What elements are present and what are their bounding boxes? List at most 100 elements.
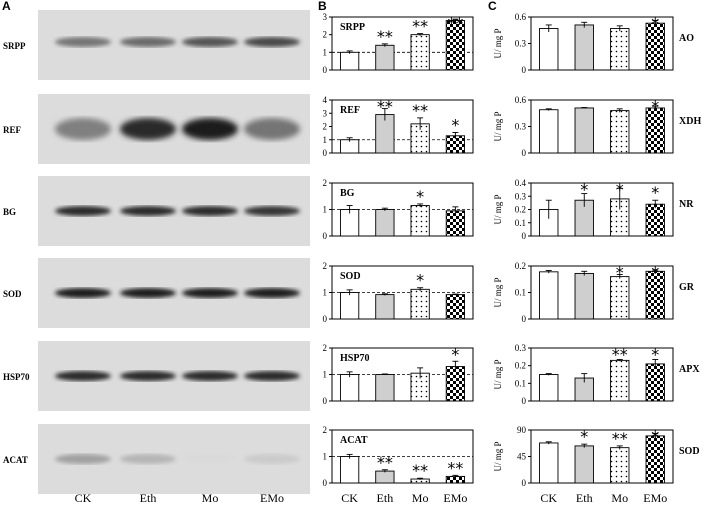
y-tick-label: 90 <box>517 425 527 435</box>
western-blot-panel: SRPP REF BG SOD HSP70 ACAT <box>3 10 310 494</box>
blot-lane-labels: CK Eth Mo EMo <box>75 491 284 505</box>
bar-mo <box>610 359 630 402</box>
blot-row-bg: BG <box>3 176 310 246</box>
blot-lane-label: CK <box>75 491 92 505</box>
bar-mo <box>410 205 430 237</box>
y-axis-label: U/ mg P <box>493 441 503 471</box>
significance-marker: ** <box>447 14 463 33</box>
blot-band <box>182 206 238 216</box>
chart-lane-label: EMo <box>443 491 467 505</box>
chart-lane-label: Mo <box>412 491 429 505</box>
blot-lane-label: Eth <box>140 491 157 505</box>
chart-frame <box>530 347 674 402</box>
significance-marker: * <box>651 263 659 282</box>
chart-b-lane-labels: CK Eth Mo EMo <box>341 491 467 505</box>
y-axis-label: U/ mg P <box>493 277 503 307</box>
bar-eth <box>375 44 395 71</box>
bar-ck <box>539 28 559 71</box>
blot-band <box>120 37 176 47</box>
chart-title: SOD <box>679 446 700 457</box>
y-tick-label: 1 <box>323 47 328 57</box>
y-tick-label: 3 <box>323 108 328 118</box>
blot-band <box>244 454 300 464</box>
y-tick-label: 1 <box>323 288 328 298</box>
bar-eth <box>574 107 594 154</box>
significance-marker: ** <box>412 17 428 36</box>
chart-title: NR <box>679 199 694 210</box>
chart-title: AO <box>679 33 694 44</box>
significance-marker: ** <box>377 27 393 46</box>
bar-ck <box>539 374 559 402</box>
chart-c-lane-labels: CK Eth Mo EMo <box>540 491 667 505</box>
chart-lane-label: Eth <box>377 491 394 505</box>
blot-band <box>120 371 176 381</box>
bar-emo <box>645 363 665 402</box>
y-tick-label: 4 <box>323 95 328 105</box>
blot-band <box>55 206 111 216</box>
significance-marker: ** <box>612 345 628 364</box>
chart-lane-label: CK <box>540 491 557 505</box>
blot-band <box>55 118 111 140</box>
y-tick-label: 3 <box>323 12 328 22</box>
chart-frame <box>331 16 474 71</box>
bar-eth <box>375 294 395 320</box>
chart-b-bg: 0 1 2 * BG <box>323 178 474 241</box>
significance-marker: * <box>651 183 659 202</box>
y-tick-label: 1 <box>323 452 328 462</box>
blot-row-hsp70: HSP70 <box>3 341 310 411</box>
significance-marker: * <box>451 345 459 364</box>
chart-c-ao: 0 0.3 0.6 * AO U/ mg P <box>493 12 694 75</box>
bar-mo <box>610 28 630 71</box>
blot-protein-label: REF <box>3 125 22 135</box>
chart-title: ACAT <box>340 435 368 446</box>
blot-band <box>120 118 176 140</box>
blot-band <box>120 288 176 298</box>
blot-band <box>182 454 238 464</box>
y-axis-label: U/ mg P <box>493 359 503 389</box>
blot-protein-label: SOD <box>3 289 22 299</box>
bar-mo <box>610 276 630 320</box>
bar-ck <box>340 51 360 71</box>
chart-title: SRPP <box>340 22 365 33</box>
blot-band <box>182 118 238 140</box>
bar-mo <box>410 288 430 320</box>
y-tick-label: 1 <box>323 205 328 215</box>
blot-band <box>55 454 111 464</box>
chart-lane-label: CK <box>341 491 358 505</box>
blot-row-ref: REF <box>3 94 310 164</box>
y-tick-label: 0 <box>323 396 328 406</box>
bar-ck <box>539 109 559 154</box>
significance-marker: ** <box>447 458 463 477</box>
bar-eth <box>574 272 594 320</box>
y-tick-label: 0 <box>323 65 328 75</box>
significance-marker: * <box>451 115 459 134</box>
significance-marker: * <box>651 14 659 33</box>
significance-marker: * <box>616 180 624 199</box>
y-tick-label: 0.2 <box>515 361 526 371</box>
y-tick-label: 0.1 <box>515 378 526 388</box>
y-tick-label: 0 <box>522 148 527 158</box>
blot-band <box>120 454 176 464</box>
blot-band <box>182 371 238 381</box>
chart-title: APX <box>679 364 700 375</box>
blot-band <box>244 118 300 140</box>
bar-emo <box>445 294 465 320</box>
chart-lane-label: Eth <box>576 491 593 505</box>
blot-lane-label: Mo <box>202 491 219 505</box>
chart-title: XDH <box>679 116 701 127</box>
bar-ck <box>340 292 360 320</box>
y-tick-label: 2 <box>323 122 328 132</box>
y-tick-label: 0.6 <box>515 95 527 105</box>
y-tick-label: 0.6 <box>515 12 527 22</box>
blot-row-acat: ACAT <box>3 424 310 494</box>
significance-marker: ** <box>377 97 393 116</box>
significance-marker: ** <box>377 453 393 472</box>
bar-eth <box>375 470 395 484</box>
blot-band <box>55 288 111 298</box>
y-tick-label: 0 <box>522 231 527 241</box>
panel-letter-a: A <box>2 0 11 13</box>
